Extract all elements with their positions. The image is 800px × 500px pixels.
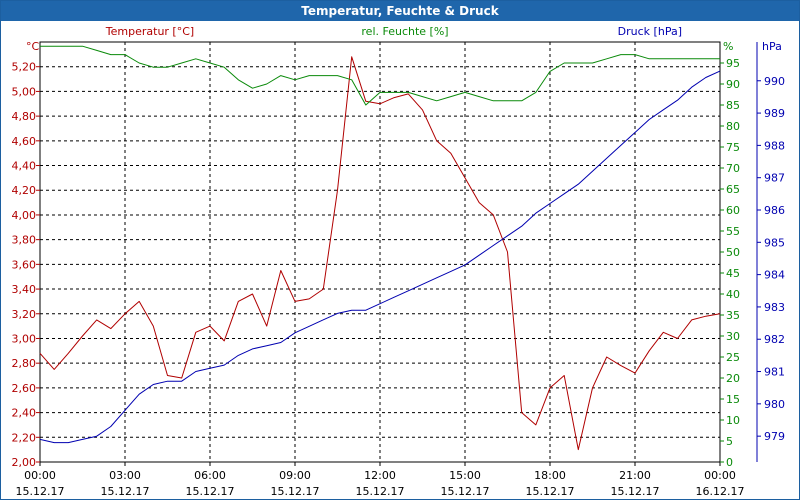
x-tick-label: 09:00 — [279, 469, 311, 482]
x-tick-label: 00:00 — [24, 469, 56, 482]
temperature-unit: °C — [26, 40, 40, 53]
axes: 00:00 15.12.17 03:00 15.12.17 06:00 15.12.17 0… — [12, 42, 785, 498]
temperature-axis-title: Temperatur [°C] — [105, 25, 194, 38]
temperature-tick-label: 4,00 — [12, 209, 37, 222]
temperature-line — [39, 56, 721, 451]
x-tick-date: 16.12.17 — [696, 485, 745, 498]
x-tick-label: 00:00 — [704, 469, 736, 482]
humidity-tick-label: 40 — [726, 288, 740, 301]
humidity-tick-label: 30 — [726, 330, 740, 343]
humidity-tick-label: 60 — [726, 204, 740, 217]
pressure-tick-label: 983 — [764, 301, 785, 314]
x-tick-date: 15.12.17 — [526, 485, 575, 498]
humidity-tick-label: 75 — [726, 141, 740, 154]
temperature-tick-label: 2,00 — [12, 456, 37, 469]
temperature-tick-label: 3,40 — [12, 283, 37, 296]
pressure-tick-label: 990 — [764, 75, 785, 88]
temperature-tick-label: 2,40 — [12, 407, 37, 420]
grid — [40, 42, 720, 463]
temperature-tick-label: 4,80 — [12, 110, 37, 123]
humidity-unit: % — [723, 40, 733, 53]
humidity-tick-label: 70 — [726, 162, 740, 175]
humidity-tick-label: 15 — [726, 393, 740, 406]
x-tick-label: 21:00 — [619, 469, 651, 482]
temperature-tick-label: 2,20 — [12, 431, 37, 444]
pressure-tick-label: 988 — [764, 139, 785, 152]
series-lines — [39, 45, 721, 451]
humidity-tick-label: 0 — [726, 456, 733, 469]
humidity-tick-label: 85 — [726, 99, 740, 112]
x-tick-label: 03:00 — [109, 469, 141, 482]
temperature-tick-label: 4,20 — [12, 184, 37, 197]
temperature-tick-label: 3,20 — [12, 308, 37, 321]
temperature-tick-label: 3,80 — [12, 234, 37, 247]
axis-headers: Temperatur [°C] rel. Feuchte [%] Druck [… — [26, 25, 782, 53]
x-tick-date: 15.12.17 — [186, 485, 235, 498]
temperature-tick-label: 3,00 — [12, 332, 37, 345]
temperature-tick-label: 2,80 — [12, 357, 37, 370]
x-tick-date: 15.12.17 — [441, 485, 490, 498]
x-tick-label: 06:00 — [194, 469, 226, 482]
humidity-axis-title: rel. Feuchte [%] — [361, 25, 448, 38]
humidity-tick-label: 50 — [726, 246, 740, 259]
humidity-tick-label: 5 — [726, 435, 733, 448]
temperature-tick-label: 5,20 — [12, 61, 37, 74]
x-tick-date: 15.12.17 — [101, 485, 150, 498]
humidity-tick-label: 20 — [726, 372, 740, 385]
humidity-tick-label: 80 — [726, 120, 740, 133]
humidity-tick-label: 45 — [726, 267, 740, 280]
x-tick-label: 12:00 — [364, 469, 396, 482]
x-tick-date: 15.12.17 — [611, 485, 660, 498]
pressure-tick-label: 986 — [764, 204, 785, 217]
humidity-tick-label: 10 — [726, 414, 740, 427]
temperature-tick-label: 2,60 — [12, 382, 37, 395]
temperature-tick-label: 3,60 — [12, 258, 37, 271]
pressure-unit: hPa — [762, 40, 782, 53]
humidity-tick-label: 90 — [726, 78, 740, 91]
pressure-tick-label: 979 — [764, 430, 785, 443]
pressure-tick-label: 989 — [764, 107, 785, 120]
pressure-tick-label: 980 — [764, 398, 785, 411]
humidity-tick-label: 65 — [726, 183, 740, 196]
x-tick-date: 15.12.17 — [271, 485, 320, 498]
x-tick-label: 18:00 — [534, 469, 566, 482]
x-tick-date: 15.12.17 — [16, 485, 65, 498]
humidity-tick-label: 55 — [726, 225, 740, 238]
x-tick-label: 15:00 — [449, 469, 481, 482]
pressure-axis-title: Druck [hPa] — [618, 25, 682, 38]
humidity-tick-label: 35 — [726, 309, 740, 322]
temperature-tick-label: 5,00 — [12, 85, 37, 98]
humidity-tick-label: 95 — [726, 57, 740, 70]
temperature-tick-label: 4,40 — [12, 160, 37, 173]
humidity-line — [40, 45, 720, 106]
temperature-tick-label: 4,60 — [12, 135, 37, 148]
pressure-tick-label: 984 — [764, 269, 785, 282]
pressure-tick-label: 982 — [764, 333, 785, 346]
pressure-tick-label: 981 — [764, 366, 785, 379]
pressure-tick-label: 985 — [764, 236, 785, 249]
pressure-line — [39, 70, 721, 444]
window-title: Temperatur, Feuchte & Druck — [1, 1, 799, 21]
humidity-tick-label: 25 — [726, 351, 740, 364]
x-tick-date: 15.12.17 — [356, 485, 405, 498]
pressure-tick-label: 987 — [764, 172, 785, 185]
